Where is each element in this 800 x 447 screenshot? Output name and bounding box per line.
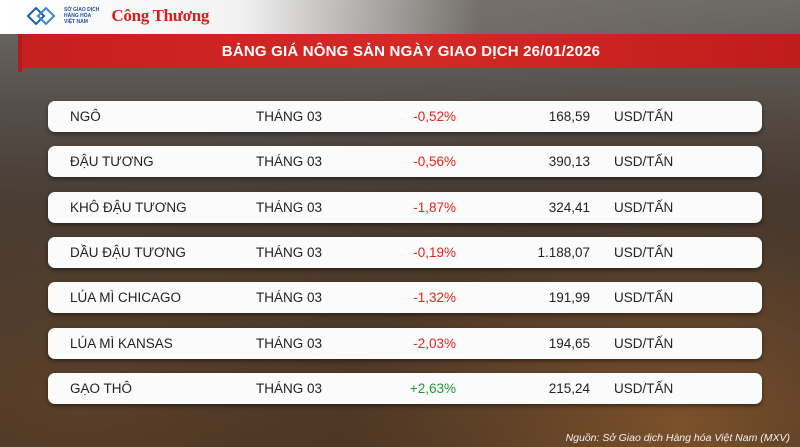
commodity: LÚA MÌ KANSAS <box>70 335 173 351</box>
unit: USD/TẤN <box>614 154 674 170</box>
source: Nguồn: Sở Giao dịch Hàng hóa Việt Nam (M… <box>565 432 790 444</box>
contract-month: THÁNG 03 <box>256 244 323 260</box>
table-row: KHÔ ĐẬU TƯƠNG THÁNG 03 -1,87% 324,41 USD/TẤN <box>48 191 762 223</box>
price: 1.188,07 <box>537 244 590 260</box>
contract-month: THÁNG 03 <box>256 380 323 396</box>
unit: USD/TẤN <box>614 109 674 124</box>
contract-month: THÁNG 03 <box>256 154 323 170</box>
unit: USD/TẤN <box>614 290 674 306</box>
commodity: DẦU ĐẬU TƯƠNG <box>70 244 186 260</box>
table-row: NGÔ THÁNG 03 -0,52% 168,59 USD/TẤN <box>48 101 762 132</box>
unit: USD/TẤN <box>614 244 674 260</box>
table-row: GẠO THÔ THÁNG 03 +2,63% 215,24 USD/TẤN <box>48 372 762 404</box>
exchange-name: SỞ GIAO DỊCH HÀNG HÓA VIỆT NAM <box>64 7 99 25</box>
change: -0,56% <box>413 154 456 170</box>
contract-month: THÁNG 03 <box>256 109 323 124</box>
price: 324,41 <box>548 199 590 215</box>
unit: USD/TẤN <box>614 335 674 351</box>
price: 194,65 <box>548 335 590 351</box>
table-row: LÚA MÌ CHICAGO THÁNG 03 -1,32% 191,99 USD/TẤ… <box>48 282 762 314</box>
change: -2,03% <box>413 335 456 351</box>
commodity: GẠO THÔ <box>70 380 133 396</box>
title-banner: BẢNG GIÁ NÔNG SẢN NGÀY GIAO DỊCH 26/01/2… <box>22 34 800 68</box>
commodity: ĐẬU TƯƠNG <box>70 154 154 170</box>
exchange-line: SỞ GIAO DỊCH <box>64 7 100 13</box>
commodity: LÚA MÌ CHICAGO <box>70 290 182 306</box>
change: -1,87% <box>413 199 456 215</box>
commodity: KHÔ ĐẬU TƯƠNG <box>70 199 187 215</box>
accent-bar <box>18 34 22 72</box>
exchange-line: VIỆT NAM <box>64 19 88 25</box>
exchange-line: HÀNG HÓA <box>64 13 92 19</box>
logo: SỞ GIAO DỊCH HÀNG HÓA VIỆT NAM Công Thươ… <box>26 6 209 26</box>
logo-mark <box>26 6 56 26</box>
top-bar: SỞ GIAO DỊCH HÀNG HÓA VIỆT NAM Công Thươ… <box>0 0 800 34</box>
unit: USD/TẤN <box>614 380 674 396</box>
change: -1,32% <box>413 290 456 306</box>
contract-month: THÁNG 03 <box>256 290 323 306</box>
change: -0,19% <box>413 244 456 260</box>
price: 390,13 <box>548 154 590 170</box>
table-row: ĐẬU TƯƠNG THÁNG 03 -0,56% 390,13 USD/TẤN <box>48 146 762 178</box>
table-row: LÚA MÌ KANSAS THÁNG 03 -2,03% 194,65 USD/TẤN <box>48 327 762 359</box>
title: BẢNG GIÁ NÔNG SẢN NGÀY GIAO DỊCH 26/01/2… <box>221 42 601 60</box>
change: +2,63% <box>409 380 456 396</box>
table-row: DẦU ĐẬU TƯƠNG THÁNG 03 -0,19% 1.188,07 USD/T… <box>48 236 762 268</box>
brand: Công Thương <box>111 6 210 25</box>
commodity: NGÔ <box>70 109 101 124</box>
price: 191,99 <box>548 290 590 306</box>
contract-month: THÁNG 03 <box>256 335 323 351</box>
change: -0,52% <box>413 109 456 124</box>
unit: USD/TẤN <box>614 199 674 215</box>
price: 168,59 <box>548 109 590 124</box>
price: 215,24 <box>548 380 590 396</box>
contract-month: THÁNG 03 <box>256 199 323 215</box>
